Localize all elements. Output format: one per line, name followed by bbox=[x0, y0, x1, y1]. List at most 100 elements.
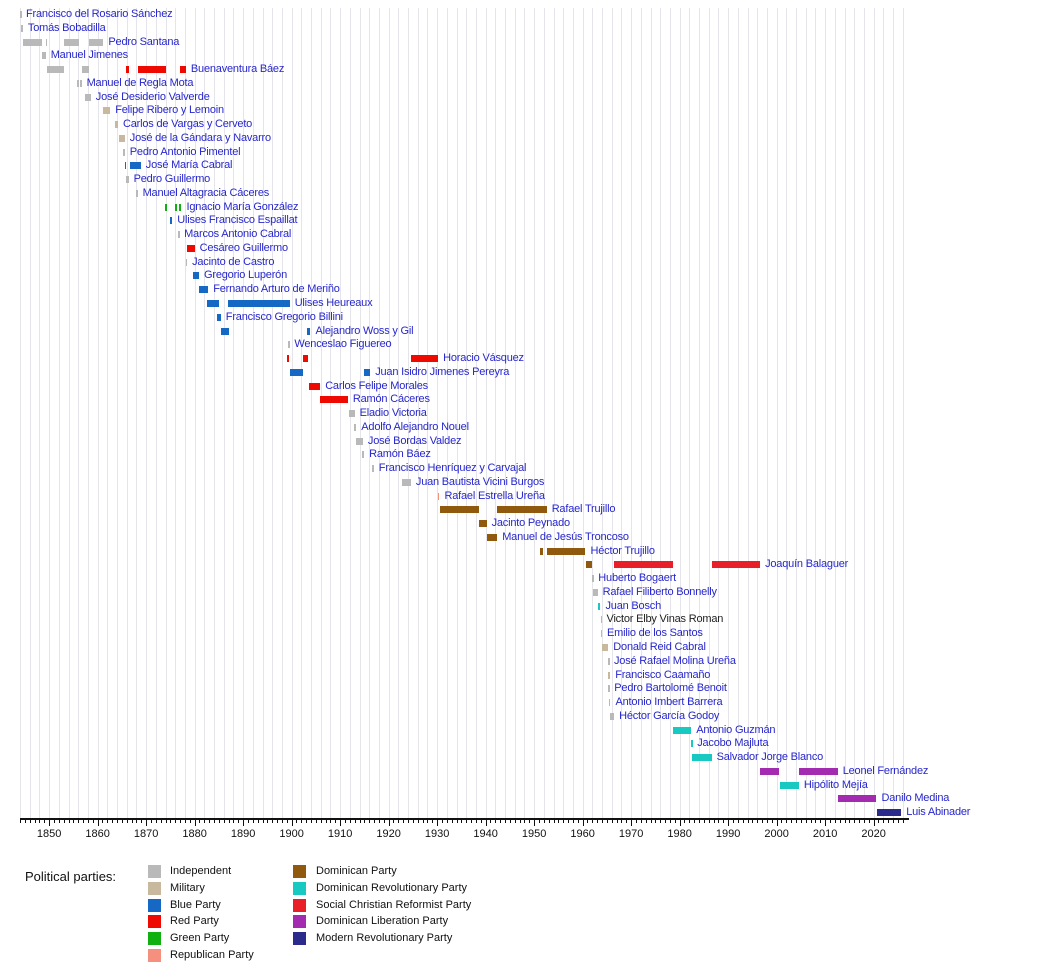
president-name[interactable]: Juan Bautista Vicini Burgos bbox=[415, 475, 545, 488]
president-name[interactable]: José de la Gándara y Navarro bbox=[129, 131, 271, 144]
x-axis-major-tick bbox=[825, 820, 827, 826]
x-axis-minor-tick bbox=[475, 820, 477, 823]
x-axis-minor-tick bbox=[175, 820, 177, 823]
president-name[interactable]: Hipólito Mejía bbox=[803, 778, 868, 791]
x-axis-minor-tick bbox=[471, 820, 472, 823]
president-name[interactable]: Marcos Antonio Cabral bbox=[184, 228, 292, 241]
president-name[interactable]: José María Cabral bbox=[145, 159, 233, 172]
x-axis-minor-tick bbox=[20, 820, 21, 823]
year-gridline bbox=[58, 8, 60, 818]
president-name[interactable]: Carlos de Vargas y Cerveto bbox=[123, 118, 253, 131]
president-name[interactable]: Felipe Ribero y Lemoin bbox=[115, 104, 224, 117]
president-name[interactable]: José Rafael Molina Ureña bbox=[614, 654, 736, 667]
term-bar bbox=[217, 313, 221, 321]
president-name[interactable]: Ulises Francisco Espaillat bbox=[177, 214, 298, 227]
x-axis-major-tick bbox=[582, 820, 584, 826]
president-name[interactable]: Cesáreo Guillermo bbox=[199, 241, 289, 254]
x-axis-minor-tick bbox=[538, 820, 540, 823]
president-name[interactable]: Danilo Medina bbox=[881, 792, 950, 805]
president-name[interactable]: Gregorio Luperón bbox=[204, 269, 288, 282]
president-name[interactable]: José Desiderio Valverde bbox=[95, 90, 210, 103]
president-name[interactable]: Huberto Bogaert bbox=[598, 572, 677, 585]
term-bar bbox=[137, 66, 166, 73]
president-name[interactable]: Ignacio María González bbox=[186, 200, 299, 213]
president-name[interactable]: Tomás Bobadilla bbox=[27, 21, 106, 34]
legend-swatch-blue bbox=[148, 898, 161, 912]
year-gridline bbox=[446, 8, 448, 818]
x-axis-major-tick bbox=[437, 820, 439, 826]
president-name[interactable]: Ramón Cáceres bbox=[352, 393, 430, 406]
president-name[interactable]: Donald Reid Cabral bbox=[613, 641, 706, 653]
year-gridline bbox=[398, 8, 400, 818]
president-name[interactable]: Rafael Filiberto Bonnelly bbox=[602, 585, 717, 598]
president-name[interactable]: Rafael Trujillo bbox=[551, 503, 616, 516]
president-name[interactable]: Pedro Guillermo bbox=[133, 173, 211, 186]
x-axis-minor-tick bbox=[58, 820, 60, 823]
president-name[interactable]: Antonio Guzmán bbox=[696, 723, 776, 736]
year-gridline bbox=[902, 8, 904, 818]
x-axis-minor-tick bbox=[645, 820, 647, 823]
president-name[interactable]: Juan Isidro Jimenes Pereyra bbox=[375, 365, 510, 378]
president-name[interactable]: Fernando Arturo de Meriño bbox=[213, 283, 340, 296]
term-bar bbox=[540, 547, 543, 555]
president-name[interactable]: Ramón Báez bbox=[369, 448, 431, 461]
president-name[interactable]: Héctor García Godoy bbox=[619, 709, 720, 722]
president-name[interactable]: Carlos Felipe Morales bbox=[325, 379, 428, 392]
term-bar bbox=[227, 300, 290, 307]
x-axis-minor-tick bbox=[757, 820, 759, 823]
president-name[interactable]: Pedro Bartolomé Benoit bbox=[614, 682, 727, 695]
president-name[interactable]: Adolfo Alejandro Nouel bbox=[361, 420, 469, 433]
president-name[interactable]: Francisco Caamaño bbox=[615, 668, 711, 681]
president-name[interactable]: Manuel Altagracia Cáceres bbox=[142, 186, 270, 199]
president-name[interactable]: José Bordas Valdez bbox=[367, 434, 462, 447]
year-gridline bbox=[146, 8, 148, 818]
president-name[interactable]: Pedro Antonio Pimentel bbox=[129, 145, 241, 158]
x-axis-minor-tick bbox=[422, 820, 424, 823]
president-name[interactable]: Buenaventura Báez bbox=[190, 63, 285, 75]
president-name[interactable]: Jacinto de Castro bbox=[192, 255, 275, 268]
x-axis-minor-tick bbox=[800, 820, 802, 823]
president-name[interactable]: Manuel de Jesús Troncoso bbox=[502, 530, 629, 543]
term-bar bbox=[130, 162, 141, 170]
x-axis-line bbox=[20, 818, 909, 820]
president-name[interactable]: Wenceslao Figuereo bbox=[294, 338, 392, 351]
president-name[interactable]: Juan Bosch bbox=[605, 599, 662, 612]
president-name[interactable]: Héctor Trujillo bbox=[590, 544, 655, 557]
legend-label-republican: Republican Party bbox=[170, 949, 254, 961]
x-axis-minor-tick bbox=[621, 820, 623, 823]
x-axis-minor-tick bbox=[117, 820, 118, 823]
year-gridline bbox=[87, 8, 89, 818]
x-axis-major-tick bbox=[97, 820, 99, 826]
term-bar bbox=[287, 355, 290, 362]
term-bar bbox=[63, 38, 80, 46]
x-axis-minor-tick bbox=[674, 820, 676, 823]
president-name[interactable]: Jacobo Majluta bbox=[697, 737, 769, 750]
term-bar bbox=[600, 616, 602, 624]
legend-swatch-prm bbox=[293, 932, 306, 946]
president-name[interactable]: Eladio Victoria bbox=[359, 407, 427, 419]
president-name[interactable]: Antonio Imbert Barrera bbox=[615, 696, 723, 708]
president-name[interactable]: Emilio de los Santos bbox=[607, 627, 703, 640]
president-name[interactable]: Manuel Jimenes bbox=[50, 49, 128, 62]
president-name[interactable]: Leonel Fernández bbox=[842, 764, 929, 777]
president-name[interactable]: Jacinto Peynado bbox=[491, 517, 571, 530]
president-name[interactable]: Francisco Gregorio Billini bbox=[225, 310, 343, 323]
president-name[interactable]: Alejandro Woss y Gil bbox=[315, 324, 414, 337]
president-name[interactable]: Manuel de Regla Mota bbox=[86, 76, 194, 89]
president-name[interactable]: Salvador Jorge Blanco bbox=[716, 751, 824, 763]
president-name[interactable]: Joaquín Balaguer bbox=[765, 558, 849, 571]
president-name[interactable]: Horacio Vásquez bbox=[443, 352, 524, 364]
president-name[interactable]: Francisco del Rosario Sánchez bbox=[26, 8, 173, 20]
president-name[interactable]: Ulises Heureaux bbox=[294, 297, 373, 309]
x-axis-minor-tick bbox=[131, 820, 133, 823]
legend-label-prm: Modern Revolutionary Party bbox=[316, 932, 453, 945]
president-name[interactable]: Francisco Henríquez y Carvajal bbox=[378, 462, 527, 475]
president-name[interactable]: Rafael Estrella Ureña bbox=[444, 489, 546, 502]
president-name[interactable]: Pedro Santana bbox=[108, 35, 180, 48]
year-gridline bbox=[417, 8, 419, 818]
year-gridline bbox=[68, 8, 70, 818]
president-name[interactable]: Luis Abinader bbox=[906, 806, 971, 819]
term-bar bbox=[118, 134, 125, 142]
term-bar bbox=[837, 795, 877, 803]
